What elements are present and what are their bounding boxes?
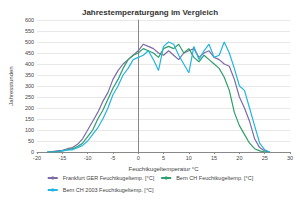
svg-text:20: 20 <box>236 155 242 161</box>
svg-text:100: 100 <box>25 127 34 133</box>
svg-text:200: 200 <box>25 105 34 111</box>
svg-text:500: 500 <box>25 39 34 45</box>
svg-text:10: 10 <box>186 155 192 161</box>
svg-text:0: 0 <box>137 155 140 161</box>
svg-text:Feuchtkugeltemperatur °C: Feuchtkugeltemperatur °C <box>128 166 199 172</box>
svg-text:Jahresstunden: Jahresstunden <box>8 66 14 105</box>
svg-text:Jahrestemperaturgang im Vergle: Jahrestemperaturgang im Vergleich <box>82 8 218 17</box>
svg-text:5: 5 <box>162 155 165 161</box>
svg-text:150: 150 <box>25 116 34 122</box>
svg-text:-5: -5 <box>111 155 116 161</box>
svg-text:Bern CH Feuchtkugeltemp. [°C]: Bern CH Feuchtkugeltemp. [°C] <box>176 175 254 181</box>
svg-text:300: 300 <box>25 83 34 89</box>
svg-text:450: 450 <box>25 50 34 56</box>
svg-text:30: 30 <box>287 155 293 161</box>
svg-text:-20: -20 <box>33 155 41 161</box>
svg-text:600: 600 <box>25 17 34 23</box>
svg-text:0: 0 <box>31 149 35 155</box>
svg-text:Bern CH 2003 Feuchtkugeltemp.: Bern CH 2003 Feuchtkugeltemp. [°C] <box>63 187 154 193</box>
svg-text:-10: -10 <box>84 155 92 161</box>
svg-text:250: 250 <box>25 94 34 100</box>
svg-text:400: 400 <box>25 61 34 67</box>
svg-text:-15: -15 <box>58 155 66 161</box>
svg-text:25: 25 <box>262 155 268 161</box>
svg-text:Frankfurt GER Feuchtkugeltemp.: Frankfurt GER Feuchtkugeltemp. [°C] <box>63 175 155 181</box>
svg-text:550: 550 <box>25 28 34 34</box>
svg-text:50: 50 <box>28 138 34 144</box>
svg-text:15: 15 <box>211 155 217 161</box>
svg-text:350: 350 <box>25 72 34 78</box>
